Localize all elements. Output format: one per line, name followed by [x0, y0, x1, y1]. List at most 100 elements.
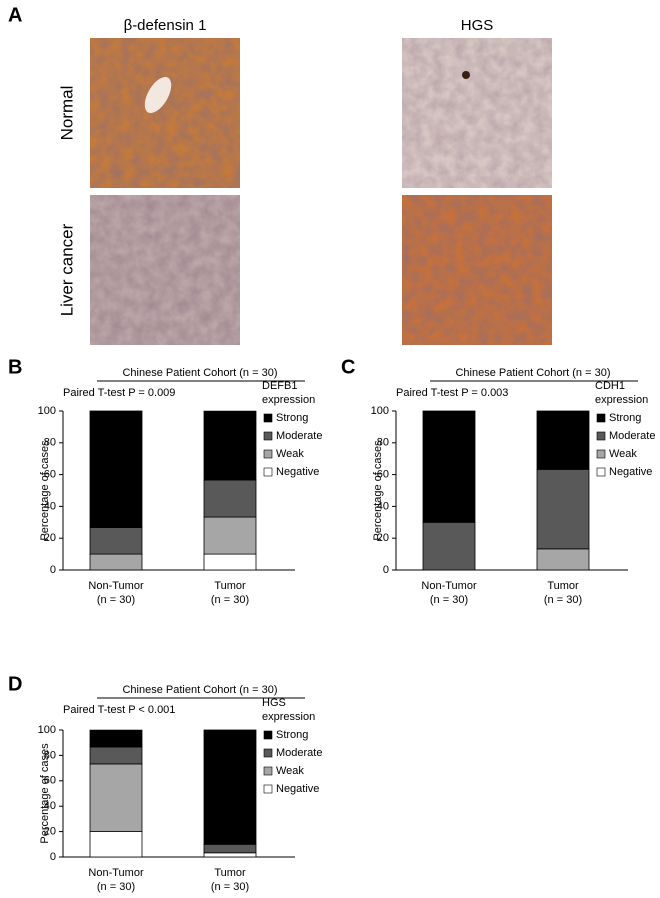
legend-title: expression: [595, 394, 648, 406]
legend-swatch: [263, 784, 273, 794]
bar-segment: [203, 410, 257, 481]
legend-swatch: [263, 467, 273, 477]
legend-swatch: [596, 413, 606, 423]
bar-segment: [203, 553, 257, 571]
bar-segment: [422, 521, 476, 571]
x-tick-label: Tumor: [547, 580, 579, 592]
legend-label: Negative: [609, 466, 652, 478]
x-tick-note: (n = 30): [97, 594, 135, 606]
annotation: Paired T-test P = 0.009: [63, 387, 175, 399]
y-tick-label: 40: [377, 500, 389, 512]
row-title: Liver cancer: [57, 223, 76, 316]
micrograph-texture: [90, 38, 240, 188]
bar-segment: [203, 516, 257, 555]
legend-swatch: [596, 431, 606, 441]
legend-label: Weak: [276, 448, 304, 460]
panel-label: D: [8, 673, 22, 695]
chart-header: Chinese Patient Cohort (n = 30): [122, 367, 277, 379]
x-tick-note: (n = 30): [430, 594, 468, 606]
x-tick-note: (n = 30): [211, 881, 249, 893]
x-tick-note: (n = 30): [544, 594, 582, 606]
bar-segment: [536, 548, 590, 571]
bar-segment: [89, 729, 143, 748]
legend-swatch: [263, 449, 273, 459]
legend-title: HGS: [262, 697, 286, 709]
micrograph-texture: [90, 195, 240, 345]
legend-swatch: [263, 431, 273, 441]
legend-label: Negative: [276, 466, 319, 478]
micrograph-texture: [402, 195, 552, 345]
y-tick-label: 40: [44, 500, 56, 512]
legend-label: Strong: [276, 412, 308, 424]
x-tick-label: Non-Tumor: [88, 867, 144, 879]
legend-label: Moderate: [276, 430, 322, 442]
panel-label: A: [8, 4, 22, 26]
y-axis-title: Percentage of cases: [39, 743, 51, 844]
y-tick-label: 0: [383, 564, 389, 576]
bar-segment: [536, 468, 590, 550]
bar-segment: [89, 831, 143, 858]
y-tick-label: 60: [377, 469, 389, 481]
bar-segment: [203, 843, 257, 854]
micrograph-texture: [402, 38, 552, 188]
y-tick-label: 60: [44, 469, 56, 481]
bar-segment: [89, 553, 143, 571]
y-tick-label: 80: [44, 437, 56, 449]
legend-label: Weak: [609, 448, 637, 460]
chart-header: Chinese Patient Cohort (n = 30): [455, 367, 610, 379]
row-title: Normal: [57, 86, 76, 141]
legend-swatch: [596, 449, 606, 459]
legend-swatch: [263, 748, 273, 758]
legend-label: Moderate: [609, 430, 655, 442]
legend-label: Strong: [276, 729, 308, 741]
legend-label: Weak: [276, 765, 304, 777]
bar-segment: [89, 527, 143, 555]
legend-swatch: [263, 730, 273, 740]
bar-segment: [536, 410, 590, 470]
y-tick-label: 20: [377, 532, 389, 544]
vessel: [144, 76, 172, 114]
x-tick-label: Tumor: [214, 580, 246, 592]
y-tick-label: 100: [38, 724, 56, 736]
legend-title: CDH1: [595, 380, 625, 392]
y-axis-title: Percentage of cases: [372, 440, 384, 541]
bar-segment: [203, 852, 257, 858]
x-tick-label: Tumor: [214, 867, 246, 879]
panel-label: C: [341, 356, 355, 378]
y-tick-label: 0: [50, 564, 56, 576]
x-tick-note: (n = 30): [97, 881, 135, 893]
legend-label: Negative: [276, 783, 319, 795]
legend-swatch: [263, 413, 273, 423]
y-tick-label: 40: [44, 800, 56, 812]
bar-segment: [203, 729, 257, 845]
y-tick-label: 60: [44, 775, 56, 787]
annotation: Paired T-test P = 0.003: [396, 387, 508, 399]
legend-label: Strong: [609, 412, 641, 424]
cell: [462, 71, 470, 79]
bar-segment: [89, 410, 143, 528]
y-tick-label: 80: [44, 749, 56, 761]
column-title: β-defensin 1: [124, 17, 207, 34]
legend-title: expression: [262, 711, 315, 723]
legend-swatch: [596, 467, 606, 477]
chart-header: Chinese Patient Cohort (n = 30): [122, 684, 277, 696]
x-tick-note: (n = 30): [211, 594, 249, 606]
legend-title: expression: [262, 394, 315, 406]
legend-title: DEFB1: [262, 380, 297, 392]
bar-segment: [203, 479, 257, 518]
annotation: Paired T-test P < 0.001: [63, 704, 175, 716]
bar-segment: [89, 763, 143, 832]
y-axis-title: Percentage of cases: [39, 440, 51, 541]
legend-swatch: [263, 766, 273, 776]
y-tick-label: 20: [44, 532, 56, 544]
column-title: HGS: [461, 17, 494, 34]
y-tick-label: 0: [50, 851, 56, 863]
x-tick-label: Non-Tumor: [421, 580, 477, 592]
y-tick-label: 100: [38, 405, 56, 417]
y-tick-label: 100: [371, 405, 389, 417]
bar-segment: [89, 746, 143, 765]
y-tick-label: 20: [44, 826, 56, 838]
x-tick-label: Non-Tumor: [88, 580, 144, 592]
bar-segment: [422, 410, 476, 523]
